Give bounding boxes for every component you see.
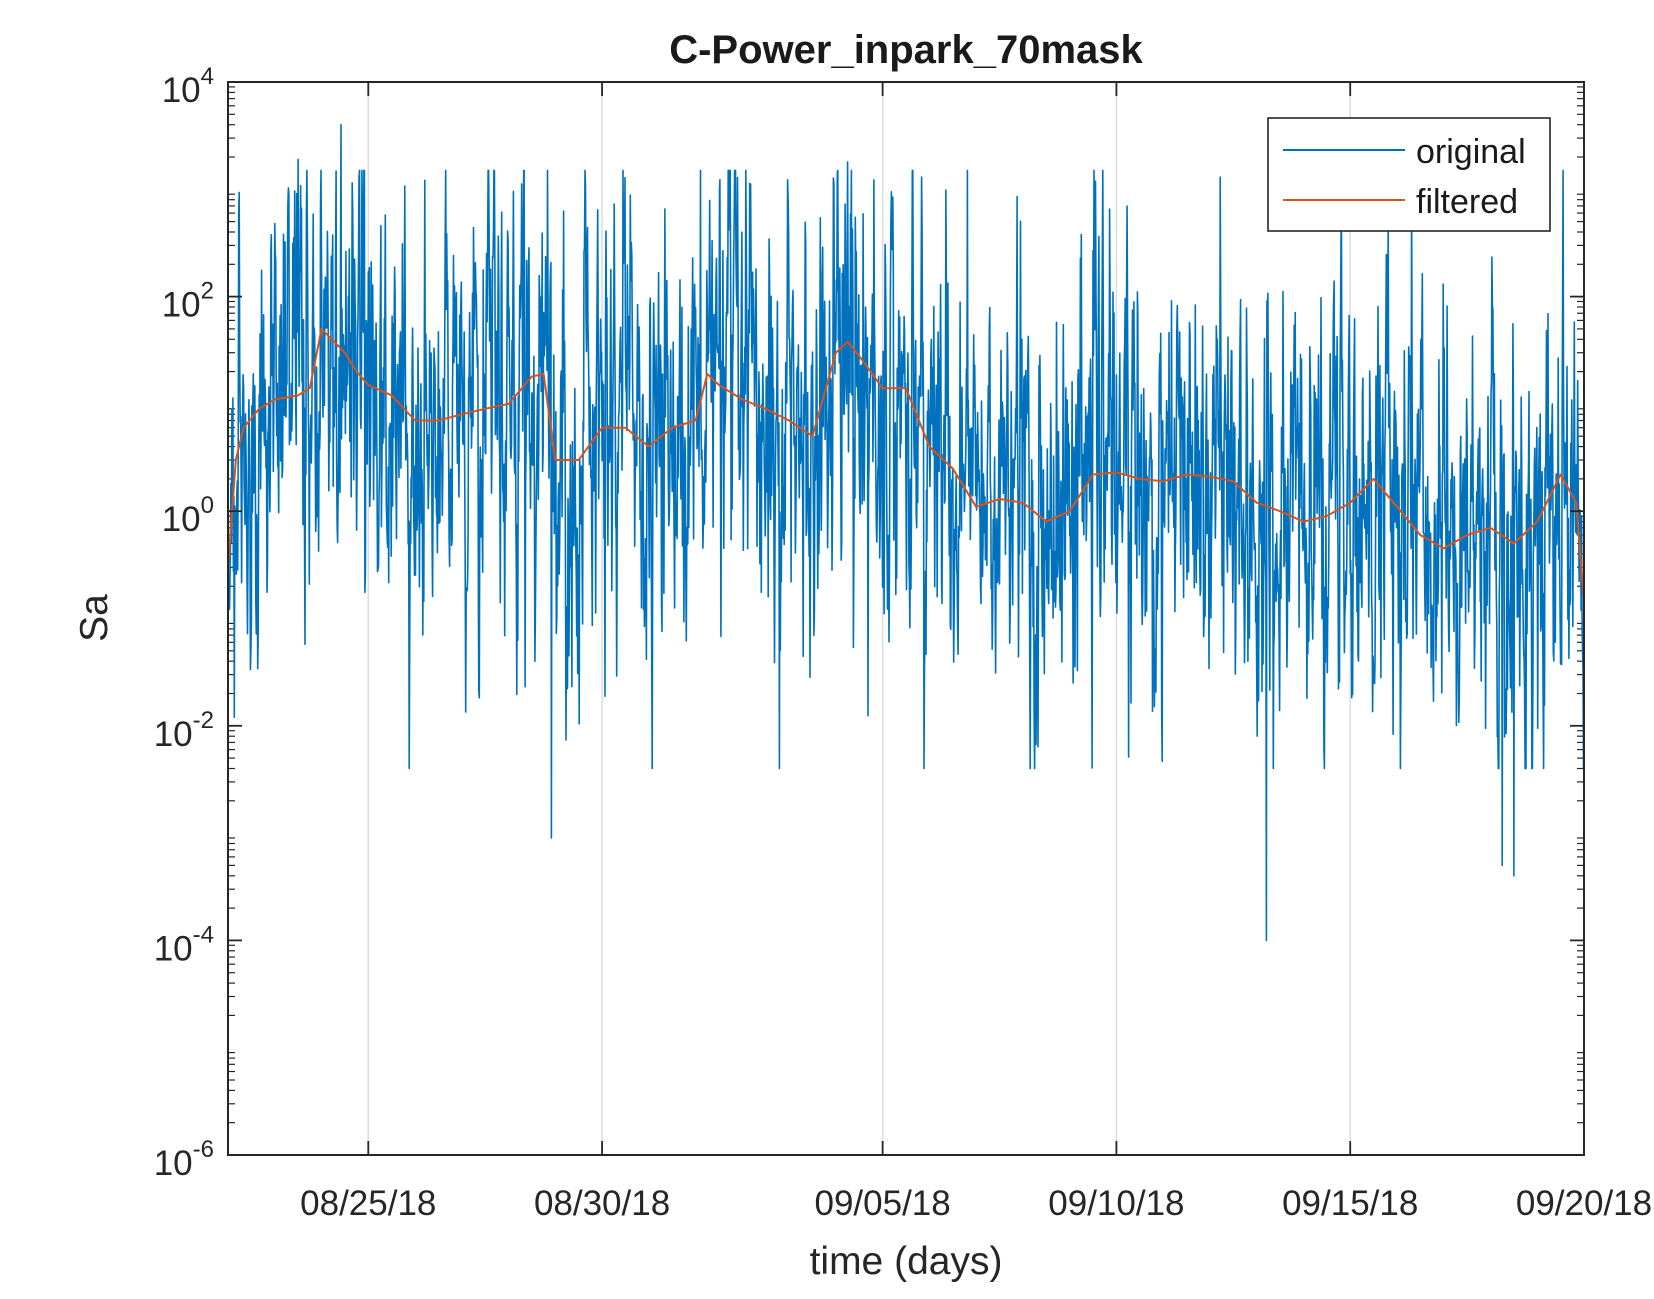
x-tick-label: 09/10/18 — [1048, 1184, 1184, 1223]
series-line-original — [227, 123, 1585, 942]
x-axis-label: time (days) — [810, 1240, 1003, 1283]
y-tick-label: 10-6 — [154, 1136, 214, 1183]
y-tick-label-exponent: -2 — [193, 707, 214, 734]
legend-box — [1267, 117, 1551, 232]
x-tick-label: 08/30/18 — [534, 1184, 670, 1223]
series-layer — [227, 123, 1585, 942]
y-tick-label-exponent: -6 — [193, 1136, 214, 1163]
y-tick-label-base: 10 — [162, 71, 201, 110]
y-tick-label: 100 — [162, 492, 214, 539]
series-line-filtered — [227, 327, 1585, 600]
x-tick-label: 09/20/18 — [1516, 1184, 1652, 1223]
chart-title: C-Power_inpark_70mask — [669, 28, 1143, 72]
y-tick-label: 10-2 — [154, 707, 214, 754]
y-tick-label-base: 10 — [162, 500, 201, 539]
grid-lines — [367, 82, 1351, 1155]
x-tick-label: 08/25/18 — [300, 1184, 436, 1223]
legend: original filtered — [1267, 117, 1551, 232]
x-axis-ticks: 08/25/18 08/30/18 09/05/18 09/10/18 09/15/18… — [300, 82, 1652, 1223]
x-tick-label: 09/15/18 — [1282, 1184, 1418, 1223]
y-tick-label-base: 10 — [154, 1144, 193, 1183]
y-tick-label-base: 10 — [154, 715, 193, 754]
y-tick-label: 104 — [162, 63, 214, 110]
y-tick-label: 10-4 — [154, 921, 214, 968]
axes-box — [227, 81, 1585, 1156]
y-axis-label: Sa — [73, 594, 116, 642]
y-tick-label-base: 10 — [162, 286, 201, 325]
x-tick-label: 09/05/18 — [814, 1184, 950, 1223]
legend-label-filtered: filtered — [1416, 183, 1518, 221]
y-tick-label-exponent: 0 — [201, 492, 214, 519]
y-tick-label-exponent: 4 — [201, 63, 214, 90]
y-tick-label-exponent: -4 — [193, 921, 214, 948]
y-tick-label-base: 10 — [154, 929, 193, 968]
y-tick-label: 102 — [162, 278, 214, 325]
y-tick-label-exponent: 2 — [201, 278, 214, 305]
legend-label-original: original — [1416, 133, 1526, 171]
